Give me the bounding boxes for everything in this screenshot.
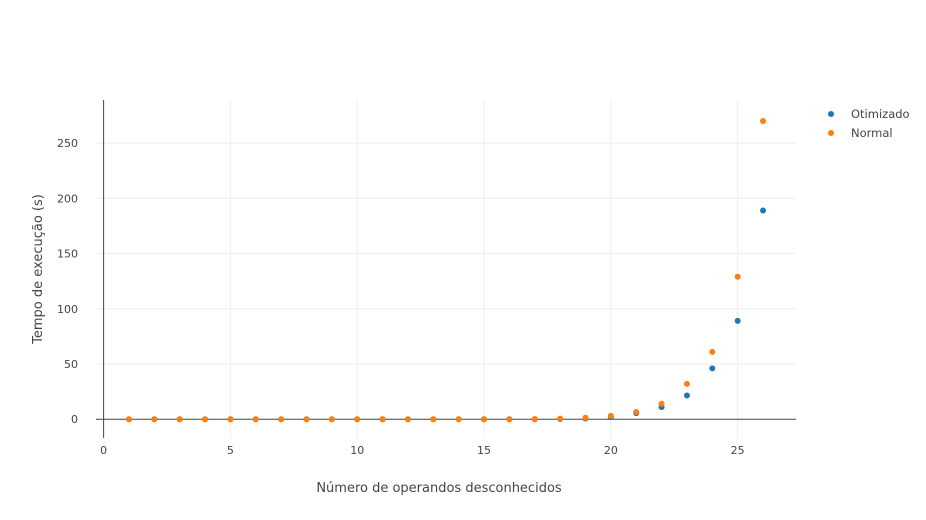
data-point [151, 416, 158, 423]
x-axis-title: Número de operandos desconhecidos [316, 481, 562, 496]
data-point [683, 392, 690, 399]
data-point [506, 416, 513, 423]
x-tick-label: 10 [350, 444, 364, 457]
x-tick-label: 15 [477, 444, 491, 457]
series-otimizado [125, 207, 767, 423]
data-point [709, 348, 716, 355]
data-point [760, 117, 767, 124]
legend-item-normal[interactable]: Normal [828, 126, 893, 140]
x-tick-label: 0 [100, 444, 107, 457]
data-point [176, 416, 183, 423]
data-point [202, 416, 209, 423]
y-tick-label: 200 [57, 192, 78, 205]
data-point [328, 416, 335, 423]
data-point [709, 365, 716, 372]
data-points [125, 117, 767, 423]
axes [96, 100, 796, 438]
data-point [607, 412, 614, 419]
grid [96, 100, 796, 438]
data-point [557, 415, 564, 422]
legend-label: Otimizado [851, 107, 910, 121]
data-point [404, 416, 411, 423]
x-tick-label: 25 [731, 444, 745, 457]
data-point [252, 416, 259, 423]
data-point [227, 416, 234, 423]
data-point [582, 414, 589, 421]
y-tick-label: 0 [71, 413, 78, 426]
data-point [430, 416, 437, 423]
data-point [734, 317, 741, 324]
legend-label: Normal [851, 126, 893, 140]
legend-marker [828, 111, 834, 117]
x-tick-label: 5 [227, 444, 234, 457]
x-tick-label: 20 [604, 444, 618, 457]
legend-item-otimizado[interactable]: Otimizado [828, 107, 910, 121]
data-point [633, 409, 640, 416]
data-point [531, 416, 538, 423]
data-point [481, 416, 488, 423]
data-point [379, 416, 386, 423]
data-point [303, 416, 310, 423]
y-tick-label: 150 [57, 248, 78, 261]
y-tick-label: 50 [64, 358, 78, 371]
y-tick-label: 250 [57, 137, 78, 150]
y-tick-label: 100 [57, 303, 78, 316]
series-normal [125, 117, 767, 423]
data-point [658, 400, 665, 407]
data-point [125, 416, 132, 423]
data-point [455, 416, 462, 423]
data-point [278, 416, 285, 423]
data-point [760, 207, 767, 214]
legend[interactable]: Otimizado Normal [828, 107, 910, 140]
data-point [354, 416, 361, 423]
y-axis-title: Tempo de execução (s) [31, 194, 46, 345]
data-point [683, 380, 690, 387]
legend-marker [828, 130, 834, 136]
data-point [734, 273, 741, 280]
